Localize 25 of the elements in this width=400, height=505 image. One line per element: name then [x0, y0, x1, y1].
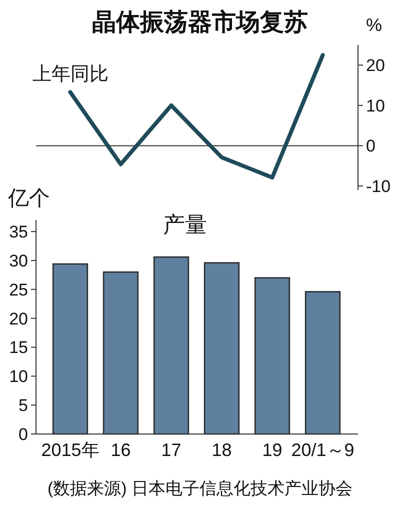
y-tick-label: 15: [9, 338, 28, 358]
y-axis-title: 亿个: [7, 187, 50, 210]
y-axis-title: %: [366, 15, 382, 35]
line-series: [68, 53, 325, 180]
text: (数据来源) 日本电子信息化技术产业协会: [47, 479, 353, 498]
y-tick-label: 10: [9, 367, 28, 386]
chart-title: 产量: [163, 212, 207, 237]
y-tick-label: 20: [9, 309, 28, 328]
y-tick-label: 35: [9, 222, 28, 242]
y-tick-label: -10: [366, 176, 391, 196]
x-tick-label: 2015年: [41, 440, 100, 460]
chart-title: 晶体振荡器市场复苏: [92, 9, 308, 36]
x-tick-label: 16: [110, 440, 131, 460]
y-tick-label: 0: [366, 136, 376, 156]
y-tick-label: 5: [18, 396, 28, 416]
y-tick-label: 0: [18, 425, 28, 444]
x-tick-label: 17: [161, 440, 182, 460]
y-tick-label: 20: [366, 56, 385, 76]
y-tick-label: 30: [9, 251, 28, 270]
y-tick-label: 25: [9, 280, 28, 300]
x-tick-label: 19: [262, 440, 282, 460]
x-tick-label: 18: [212, 440, 232, 460]
series-label: 上年同比: [32, 64, 108, 86]
y-tick-label: 10: [366, 96, 385, 116]
x-tick-label: 20/1～9: [291, 440, 354, 460]
